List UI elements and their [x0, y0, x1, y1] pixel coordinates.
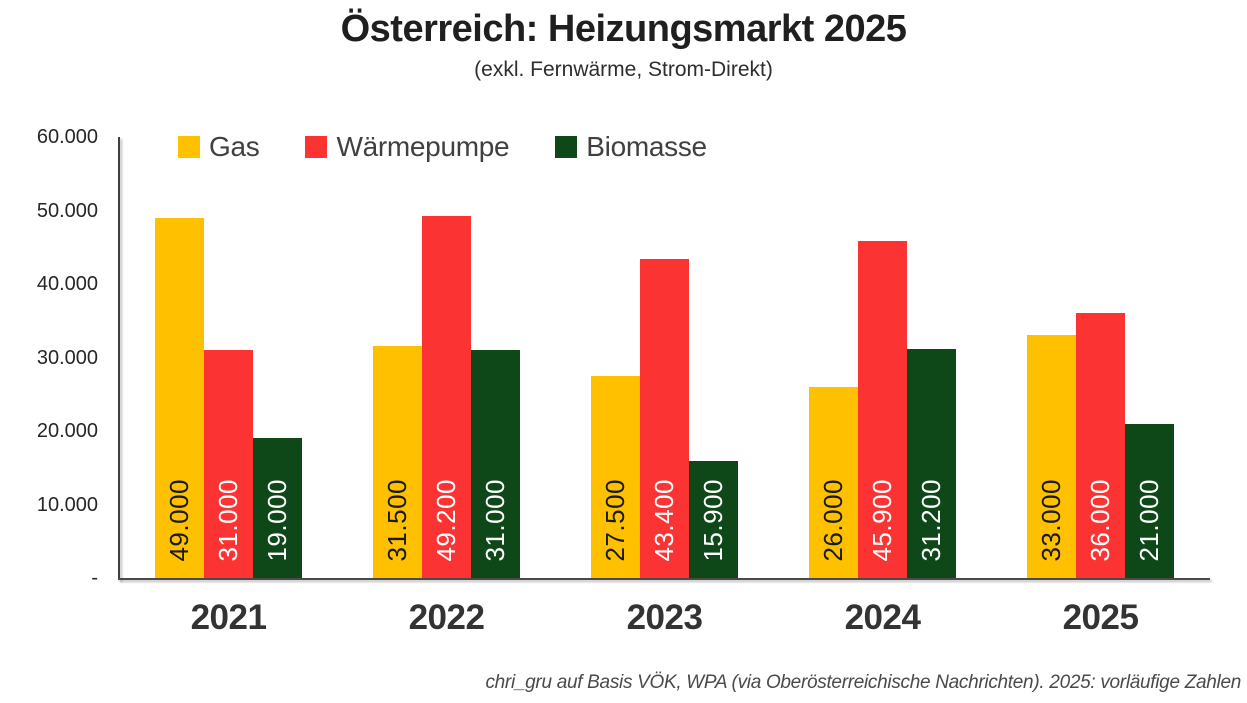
- bar-biomasse-2024: 31.200: [907, 349, 956, 578]
- bar-label: 19.000: [262, 479, 292, 562]
- bar-label: 33.000: [1036, 479, 1066, 562]
- x-tick-label: 2022: [408, 598, 485, 637]
- bar-gas-2025: 33.000: [1027, 335, 1076, 578]
- bar-biomasse-2025: 21.000: [1125, 424, 1174, 578]
- bar-label: 31.000: [480, 479, 510, 562]
- bar-label: 26.000: [818, 479, 848, 562]
- x-axis: [118, 578, 1210, 580]
- legend-label: Gas: [209, 131, 260, 162]
- legend-item-wrmepumpe: Wärmepumpe: [305, 131, 510, 163]
- bar-gas-2021: 49.000: [155, 218, 204, 578]
- legend-item-gas: Gas: [178, 131, 260, 163]
- legend-swatch: [555, 136, 578, 158]
- bar-label: 45.900: [867, 479, 897, 562]
- bar-gas-2024: 26.000: [809, 387, 858, 578]
- bar-wrmepumpe-2022: 49.200: [422, 216, 471, 578]
- chart-title: Österreich: Heizungsmarkt 2025: [340, 8, 907, 50]
- bar-label: 31.500: [382, 479, 412, 562]
- y-tick-label: 60.000: [36, 126, 98, 148]
- legend-swatch: [178, 136, 200, 158]
- bar-biomasse-2023: 15.900: [689, 461, 738, 578]
- y-tick-label: -: [91, 567, 98, 589]
- bar-label: 43.400: [649, 479, 679, 562]
- x-tick-label: 2023: [626, 598, 703, 637]
- bar-wrmepumpe-2023: 43.400: [640, 259, 689, 578]
- source-note: chri_gru auf Basis VÖK, WPA (via Oberöst…: [485, 672, 1241, 693]
- x-tick-label: 2021: [190, 598, 267, 637]
- bar-biomasse-2021: 19.000: [253, 438, 302, 578]
- y-axis: [118, 137, 120, 580]
- chart-subtitle: (exkl. Fernwärme, Strom-Direkt): [474, 58, 773, 81]
- y-tick-label: 50.000: [36, 199, 98, 222]
- y-tick-label: 10.000: [36, 493, 98, 516]
- legend-label: Biomasse: [586, 131, 707, 162]
- bar-wrmepumpe-2021: 31.000: [204, 350, 253, 578]
- bar-label: 31.200: [916, 479, 946, 562]
- x-tick-label: 2025: [1062, 598, 1139, 637]
- y-tick-label: 30.000: [36, 346, 98, 369]
- bar-biomasse-2022: 31.000: [471, 350, 520, 578]
- bar-wrmepumpe-2024: 45.900: [858, 241, 907, 578]
- legend-label: Wärmepumpe: [336, 131, 510, 162]
- bar-wrmepumpe-2025: 36.000: [1076, 313, 1125, 578]
- legend-item-biomasse: Biomasse: [555, 131, 707, 163]
- bar-label: 49.000: [164, 479, 194, 562]
- legend-swatch: [305, 136, 328, 158]
- bar-label: 27.500: [600, 479, 630, 562]
- y-tick-label: 40.000: [36, 273, 98, 295]
- x-tick-label: 2024: [844, 598, 921, 637]
- y-tick-label: 20.000: [36, 420, 98, 442]
- bar-label: 21.000: [1134, 479, 1164, 562]
- bar-gas-2023: 27.500: [591, 376, 640, 578]
- bar-gas-2022: 31.500: [373, 346, 422, 578]
- bar-label: 31.000: [213, 479, 243, 562]
- legend: Gas Wärmepumpe Biomasse: [178, 131, 707, 163]
- bar-label: 36.000: [1085, 479, 1115, 562]
- bar-label: 15.900: [698, 479, 728, 562]
- bar-label: 49.200: [431, 479, 461, 562]
